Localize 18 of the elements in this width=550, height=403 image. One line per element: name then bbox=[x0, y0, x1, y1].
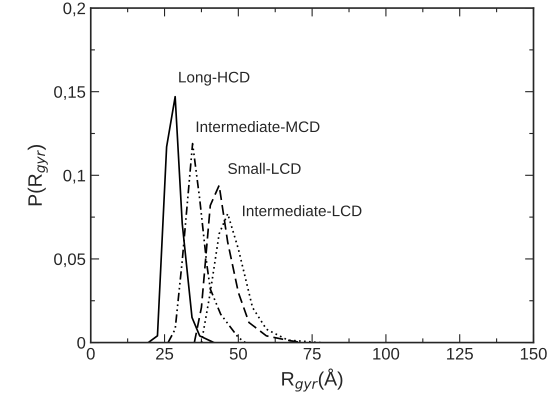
x-tick-label: 125 bbox=[447, 348, 473, 360]
series-label: Intermediate-MCD bbox=[196, 120, 320, 132]
x-tick-label: 75 bbox=[304, 348, 321, 360]
series-label: Small-LCD bbox=[228, 162, 301, 174]
y-tick-label: 0,1 bbox=[63, 170, 86, 184]
series-label: Long-HCD bbox=[179, 72, 250, 86]
y-tick-label: 0,05 bbox=[54, 253, 86, 268]
y-axis-title: P(R$_{gyr}$) bbox=[28, 145, 48, 206]
x-tick-label: 25 bbox=[156, 348, 174, 360]
x-tick-label: 0 bbox=[86, 348, 95, 360]
x-tick-label: 100 bbox=[373, 348, 400, 360]
x-axis-title: R$_{gyr}$(Å) bbox=[282, 368, 342, 392]
y-tick-label: 0 bbox=[77, 336, 86, 349]
y-tick-label: 0,2 bbox=[63, 2, 86, 16]
y-tick-label: 0,15 bbox=[54, 86, 86, 100]
series-label: Intermediate-LCD bbox=[243, 205, 362, 216]
x-tick-label: 150 bbox=[520, 348, 547, 360]
x-tick-label: 50 bbox=[230, 348, 247, 360]
